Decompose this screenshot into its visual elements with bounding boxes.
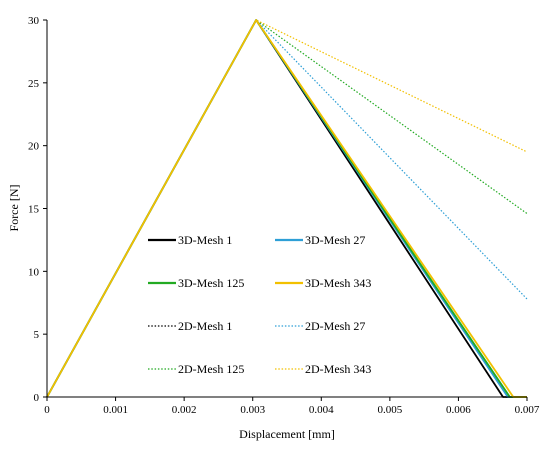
y-tick-label: 30 [28, 15, 40, 27]
series-line-2d-mesh-343 [46, 19, 528, 398]
x-tick-label: 0.007 [515, 404, 540, 416]
x-tick-label: 0.005 [377, 404, 402, 416]
y-tick-label: 20 [28, 141, 40, 153]
legend-label: 3D-Mesh 27 [305, 233, 365, 247]
series-line-2d-mesh-1 [46, 19, 527, 398]
x-tick-label: 0.003 [240, 404, 265, 416]
legend-label: 2D-Mesh 125 [178, 362, 244, 376]
y-tick-label: 15 [28, 204, 40, 216]
x-tick-label: 0 [44, 404, 50, 416]
x-tick-label: 0.002 [172, 404, 197, 416]
y-tick-label: 5 [34, 329, 40, 341]
plot-lines [46, 19, 528, 398]
legend-label: 3D-Mesh 125 [178, 276, 244, 290]
axes [46, 20, 527, 398]
x-tick-label: 0.004 [309, 404, 334, 416]
legend-label: 2D-Mesh 27 [305, 319, 365, 333]
series-line-2d-mesh-125 [46, 19, 528, 398]
legend-label: 2D-Mesh 1 [178, 319, 232, 333]
ticks: 0 0.001 0.002 0.003 0.004 0.005 0.006 0.007 0 5 10… [28, 15, 540, 416]
y-tick-label: 10 [28, 266, 40, 278]
series-line-3d-mesh-343 [46, 19, 527, 398]
x-axis-label: Displacement [mm] [239, 427, 335, 441]
series-line-2d-mesh-27 [46, 19, 528, 398]
x-tick-label: 0.001 [103, 404, 128, 416]
legend-label: 3D-Mesh 343 [305, 276, 371, 290]
legend-label: 3D-Mesh 1 [178, 233, 232, 247]
y-tick-label: 0 [34, 392, 40, 404]
series-line-3d-mesh-27 [46, 19, 527, 398]
y-tick-label: 25 [28, 78, 40, 90]
legend-label: 2D-Mesh 343 [305, 362, 371, 376]
series-line-3d-mesh-125 [46, 19, 527, 398]
x-tick-label: 0.006 [446, 404, 471, 416]
y-axis-label: Force [N] [7, 185, 21, 232]
series-line-3d-mesh-1 [46, 19, 527, 398]
legend: 3D-Mesh 1 3D-Mesh 27 3D-Mesh 125 3D-Mesh 34… [148, 233, 371, 376]
